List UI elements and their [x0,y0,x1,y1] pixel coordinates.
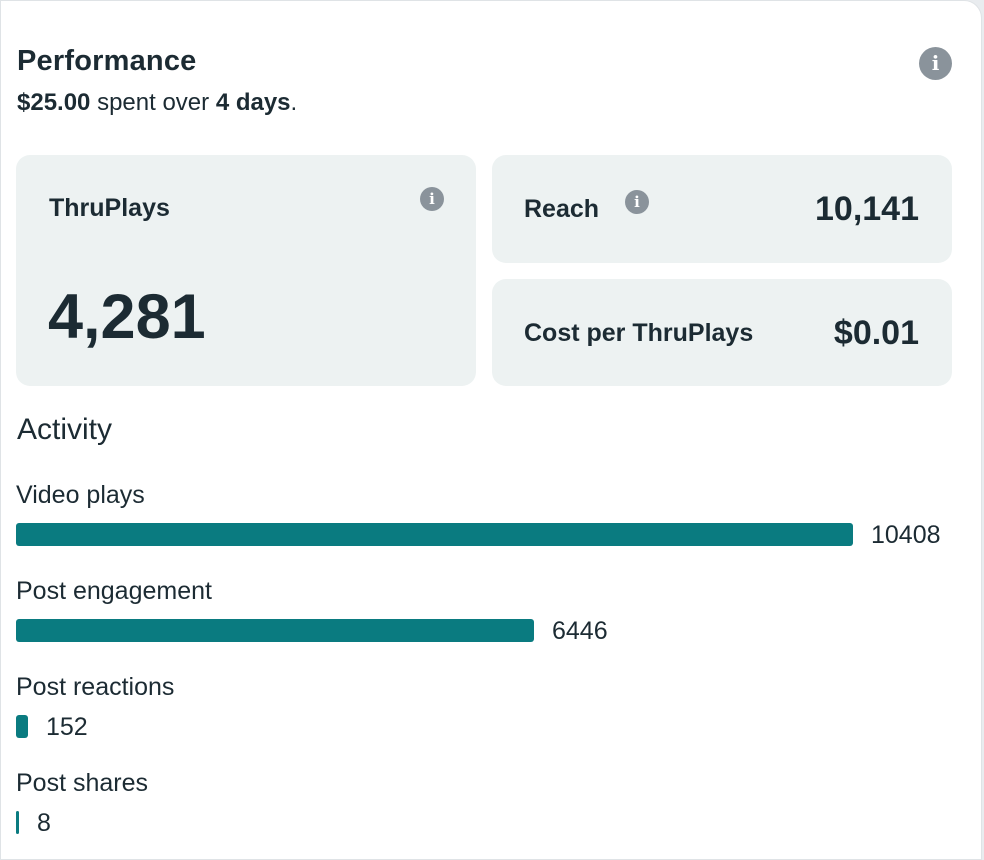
metric-label: Post engagement [16,577,212,605]
activity-title: Activity [17,413,113,446]
metric-bar-row: 8 [16,808,966,838]
metric-bar [16,715,28,738]
metric-post-reactions: Post reactions 152 [16,672,966,742]
thruplays-label: ThruPlays [49,194,170,222]
metric-value: 10408 [871,521,941,549]
reach-value: 10,141 [815,190,919,228]
info-icon[interactable]: i [420,187,444,211]
metric-label: Post reactions [16,673,175,701]
metric-bar [16,523,853,546]
metric-bar-row: 152 [16,712,966,742]
info-icon[interactable]: i [919,47,952,80]
page-title: Performance [17,45,197,77]
metric-label: Video plays [16,481,145,509]
metric-bar [16,811,19,834]
metric-bar-row: 6446 [16,616,966,646]
metric-post-engagement: Post engagement 6446 [16,576,966,646]
metric-label: Post shares [16,769,149,797]
reach-tile: Reach i 10,141 [492,155,952,263]
metric-value: 8 [37,809,51,837]
cost-per-thruplay-tile: Cost per ThruPlays $0.01 [492,279,952,386]
spent-text: spent over [90,89,216,116]
metric-video-plays: Video plays 10408 [16,480,966,550]
metric-bar [16,619,534,642]
metric-value: 6446 [552,617,608,645]
cost-per-thruplay-value: $0.01 [833,314,919,352]
spent-period: . [290,89,298,116]
spent-days: 4 days [215,89,291,116]
thruplays-value: 4,281 [48,282,206,352]
reach-label: Reach [524,195,600,223]
cost-per-thruplay-label: Cost per ThruPlays [524,319,754,347]
metric-bar-row: 10408 [16,520,966,550]
thruplays-tile: ThruPlays i 4,281 [16,155,476,386]
spent-amount: $25.00 [17,89,91,116]
spend-summary: $25.00 spent over 4 days. [17,89,297,117]
metric-post-shares: Post shares 8 [16,768,966,838]
metric-value: 152 [46,713,88,741]
info-icon[interactable]: i [625,190,649,214]
